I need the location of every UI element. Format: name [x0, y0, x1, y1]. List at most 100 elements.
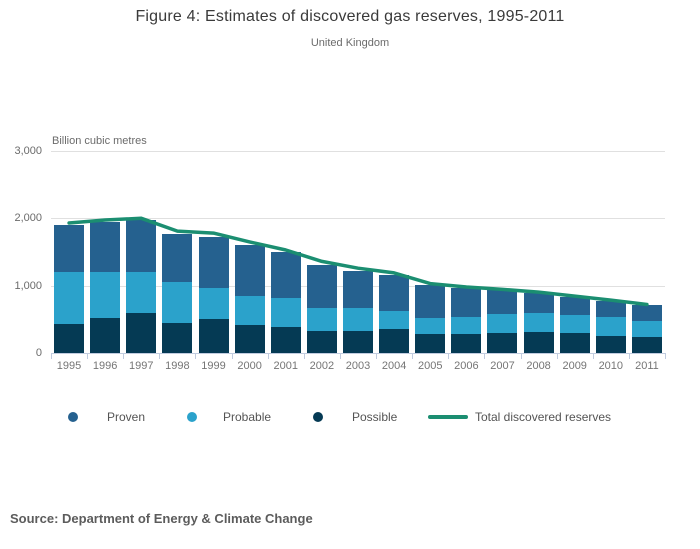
chart-subtitle: United Kingdom — [310, 37, 390, 49]
bar-segment-1999-proven — [198, 236, 229, 288]
x-axis-tick — [592, 353, 594, 359]
bar-segment-1998-possible — [162, 322, 193, 353]
x-tick-label: 2010 — [598, 360, 624, 372]
x-tick-label: 1999 — [201, 360, 226, 372]
x-tick-label: 2007 — [490, 360, 515, 372]
bar-segment-2001-probable — [270, 297, 301, 327]
x-axis-tick — [448, 353, 450, 359]
legend-label-total: Total discovered reserves — [475, 410, 612, 424]
x-tick-label: 2004 — [381, 360, 407, 372]
x-axis-tick — [195, 353, 197, 359]
x-axis-tick — [303, 353, 305, 359]
x-tick-label: 1998 — [165, 360, 190, 372]
bar-segment-2006-probable — [451, 317, 482, 335]
bar-segment-1999-possible — [198, 319, 229, 353]
x-axis-tick — [376, 353, 378, 359]
bar-segment-2005-possible — [415, 334, 446, 353]
bar-segment-2005-probable — [415, 317, 446, 335]
bar-segment-2002-possible — [306, 331, 337, 353]
x-tick-label: 1995 — [56, 360, 82, 372]
possible-series-dot-icon — [313, 412, 323, 422]
bar-segment-2008-proven — [523, 293, 554, 314]
x-tick-label: 2006 — [454, 360, 479, 372]
bar-segment-1996-possible — [90, 317, 121, 353]
x-axis-tick — [339, 353, 341, 359]
bar-segment-2009-probable — [559, 315, 590, 334]
x-axis-tick — [159, 353, 161, 359]
bar-segment-1995-probable — [54, 272, 85, 325]
x-axis-tick — [231, 353, 233, 359]
x-axis-tick — [556, 353, 558, 359]
bar-segment-1996-probable — [90, 272, 121, 318]
bar-segment-2006-possible — [451, 334, 482, 353]
x-axis-tick — [665, 353, 666, 359]
bar-segment-1995-possible — [54, 324, 85, 353]
chart-title: Figure 4: Estimates of discovered gas re… — [135, 8, 565, 25]
bar-segment-2004-proven — [379, 274, 410, 311]
y-tick-label: 1,000 — [14, 279, 42, 292]
x-axis-tick — [267, 353, 269, 359]
x-axis-line — [51, 353, 666, 354]
bar-segment-2000-proven — [234, 245, 265, 296]
bar-segment-2010-probable — [595, 316, 626, 337]
bar-segment-2008-probable — [523, 313, 554, 333]
bar-segment-2004-possible — [379, 329, 410, 353]
bar-segment-2003-probable — [343, 307, 373, 331]
y-tick-label: 0 — [35, 347, 42, 359]
bar-segment-2011-probable — [631, 321, 662, 338]
gridline-3000 — [51, 151, 665, 152]
x-tick-label: 2009 — [562, 360, 587, 372]
x-axis-tick — [628, 353, 630, 359]
bar-segment-1997-proven — [126, 220, 157, 273]
bar-segment-2000-possible — [234, 325, 265, 353]
bar-segment-2007-probable — [487, 313, 518, 333]
legend-item-proven[interactable]: Proven — [68, 409, 145, 425]
bar-segment-2009-proven — [559, 297, 590, 316]
y-tick-label: 3,000 — [14, 145, 42, 157]
x-tick-label: 2002 — [309, 360, 335, 372]
legend-label-probable: Probable — [223, 410, 272, 424]
x-axis-tick — [51, 353, 52, 359]
legend-label-proven: Proven — [107, 410, 146, 424]
x-tick-label: 2011 — [635, 360, 659, 372]
legend-item-possible[interactable]: Possible — [313, 409, 397, 425]
bar-segment-2002-probable — [306, 307, 337, 332]
x-tick-label: 1997 — [129, 360, 154, 372]
bar-segment-2010-possible — [595, 336, 626, 353]
probable-series-dot-icon — [187, 412, 197, 422]
x-tick-label: 2005 — [417, 360, 443, 372]
bar-segment-2010-proven — [595, 301, 626, 317]
bar-segment-1995-proven — [54, 225, 85, 273]
x-tick-label: 2008 — [526, 360, 551, 372]
x-axis-tick — [484, 353, 486, 359]
proven-series-dot-icon — [68, 412, 78, 422]
bar-segment-1998-proven — [162, 233, 193, 283]
x-axis-tick — [412, 353, 414, 359]
bar-segment-2006-proven — [451, 288, 482, 318]
x-axis-tick — [87, 353, 89, 359]
y-tick-label: 2,000 — [14, 212, 42, 225]
x-axis-tick — [520, 353, 522, 359]
x-tick-label: 2003 — [345, 360, 371, 372]
bar-segment-2001-proven — [270, 252, 301, 298]
bar-segment-2001-possible — [270, 326, 301, 353]
legend-item-total-line[interactable]: Total discovered reserves — [428, 409, 611, 425]
bar-segment-2011-possible — [631, 337, 662, 353]
bar-segment-2007-proven — [487, 290, 518, 314]
chart-legend: Proven Probable Possible Total discovere… — [0, 409, 700, 427]
gridline-2000 — [51, 218, 665, 220]
legend-item-probable[interactable]: Probable — [187, 409, 271, 425]
x-tick-label: 2001 — [273, 360, 298, 372]
bar-segment-2000-probable — [234, 295, 265, 326]
bar-segment-2003-possible — [343, 330, 373, 353]
bar-segment-1998-probable — [162, 282, 193, 323]
bar-segment-2005-proven — [415, 284, 446, 318]
bar-segment-2011-proven — [631, 305, 662, 321]
bar-segment-2003-proven — [343, 270, 373, 308]
legend-label-possible: Possible — [352, 410, 398, 424]
source-note: Source: Department of Energy & Climate C… — [10, 511, 313, 526]
y-axis-unit-label: Billion cubic metres — [52, 135, 147, 147]
bar-segment-1996-proven — [90, 222, 121, 273]
total-line-swatch-icon — [428, 415, 468, 419]
